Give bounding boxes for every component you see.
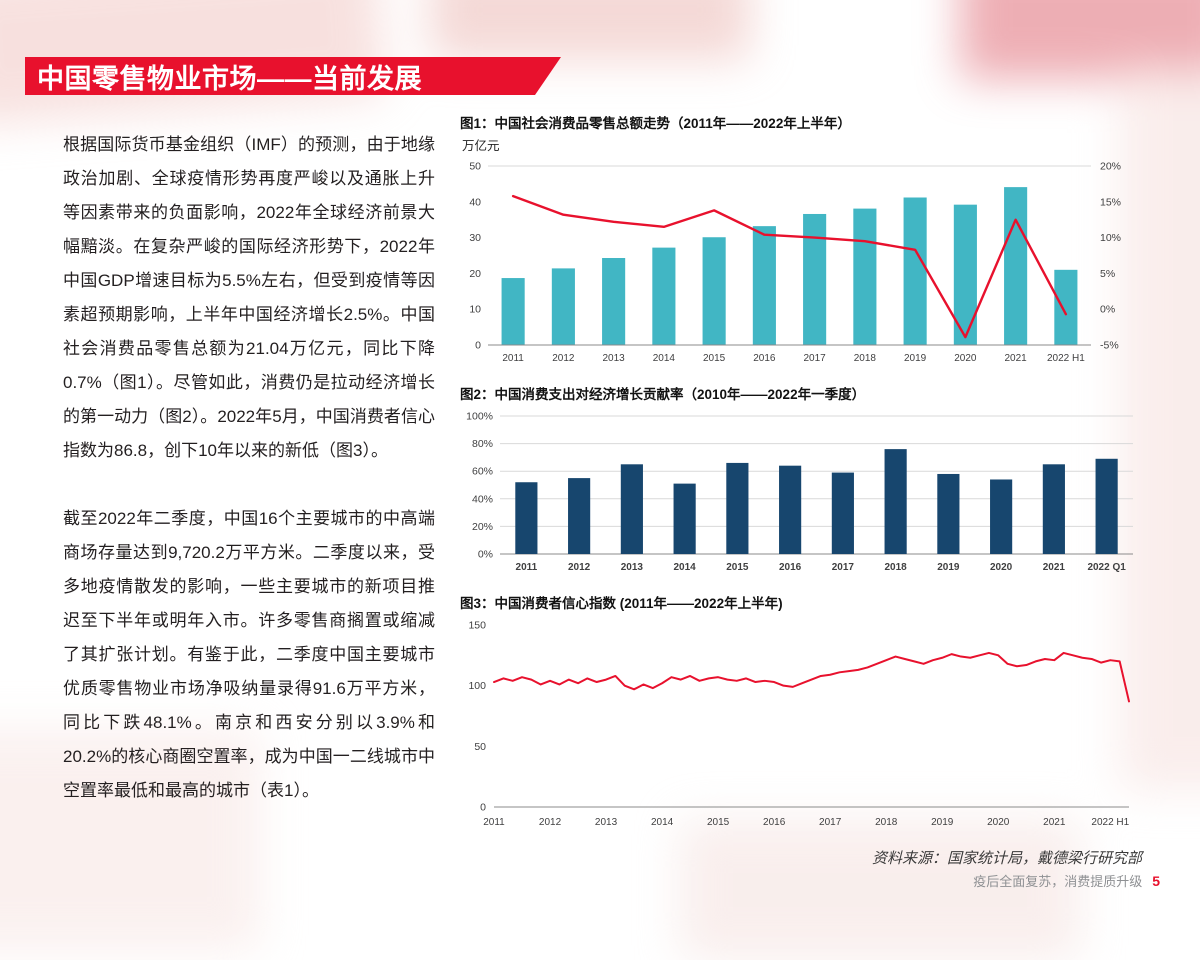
figure-3-chart: 0 50 100 150 2011 2012 2013 2014 2015 2016 2017 201…: [468, 620, 1130, 828]
svg-text:2022 Q1: 2022 Q1: [1087, 562, 1126, 573]
svg-text:2015: 2015: [726, 562, 749, 573]
svg-text:2021: 2021: [1005, 353, 1028, 364]
footer-page-number: 5: [1152, 873, 1160, 889]
svg-text:50: 50: [469, 161, 481, 173]
footer-tagline: 疫后全面复苏，消费提质升级: [973, 874, 1143, 889]
svg-text:2017: 2017: [832, 562, 855, 573]
body-text-column: 根据国际货币基金组织（IMF）的预测，由于地缘政治加剧、全球疫情形势再度严峻以及…: [63, 128, 435, 808]
svg-text:150: 150: [468, 620, 486, 632]
figure-2-title: 图2：中国消费支出对经济增长贡献率（2010年——2022年一季度）: [460, 387, 866, 402]
svg-text:2021: 2021: [1043, 562, 1066, 573]
svg-text:100%: 100%: [466, 411, 493, 423]
paragraph-1: 根据国际货币基金组织（IMF）的预测，由于地缘政治加剧、全球疫情形势再度严峻以及…: [63, 135, 435, 460]
svg-text:2011: 2011: [502, 353, 524, 364]
svg-text:2020: 2020: [954, 353, 977, 364]
svg-text:2013: 2013: [621, 562, 644, 573]
svg-text:2019: 2019: [937, 562, 960, 573]
source-note: 资料来源：国家统计局，戴德梁行研究部: [871, 850, 1142, 867]
svg-text:0%: 0%: [1100, 304, 1115, 316]
svg-text:50: 50: [474, 741, 486, 753]
svg-text:2011: 2011: [483, 817, 505, 828]
svg-text:2018: 2018: [854, 353, 877, 364]
svg-text:20%: 20%: [472, 521, 493, 533]
svg-text:0%: 0%: [478, 549, 493, 561]
svg-text:60%: 60%: [472, 466, 493, 478]
svg-text:2020: 2020: [987, 817, 1010, 828]
svg-text:40%: 40%: [472, 493, 493, 505]
svg-text:2014: 2014: [653, 353, 676, 364]
svg-text:2019: 2019: [931, 817, 954, 828]
svg-text:2018: 2018: [875, 817, 898, 828]
svg-text:20: 20: [469, 268, 481, 280]
svg-text:2020: 2020: [990, 562, 1013, 573]
background-blob: [430, 0, 750, 60]
svg-text:2011: 2011: [516, 562, 538, 573]
svg-text:2017: 2017: [804, 353, 827, 364]
svg-text:5%: 5%: [1100, 268, 1115, 280]
svg-text:2013: 2013: [595, 817, 618, 828]
svg-text:100: 100: [468, 680, 486, 692]
svg-text:2014: 2014: [651, 817, 674, 828]
figure-2-chart: 0% 20% 40% 60% 80% 100% 2011 2012 2013 2014 2015 20…: [466, 411, 1133, 573]
svg-text:2017: 2017: [819, 817, 842, 828]
svg-text:10: 10: [469, 304, 481, 316]
charts-column: 图1：中国社会消费品零售总额走势（2011年——2022年上半年） 万亿元 0 1…: [458, 112, 1148, 868]
figure-1-title: 图1：中国社会消费品零售总额走势（2011年——2022年上半年）: [460, 116, 851, 131]
svg-text:2018: 2018: [885, 562, 908, 573]
svg-text:10%: 10%: [1100, 232, 1121, 244]
figure-1-unit-label: 万亿元: [462, 139, 500, 153]
svg-text:2016: 2016: [779, 562, 802, 573]
svg-text:0: 0: [480, 802, 486, 814]
svg-text:2019: 2019: [904, 353, 927, 364]
paragraph-2: 截至2022年二季度，中国16个主要城市的中高端商场存量达到9,720.2万平方…: [63, 509, 435, 800]
svg-text:2016: 2016: [763, 817, 786, 828]
svg-text:40: 40: [469, 196, 481, 208]
svg-text:2022 H1: 2022 H1: [1047, 353, 1085, 364]
page-title: 中国零售物业市场——当前发展: [37, 63, 422, 94]
background-blob: [960, 0, 1200, 80]
svg-text:2016: 2016: [753, 353, 776, 364]
svg-text:2021: 2021: [1043, 817, 1066, 828]
svg-text:2012: 2012: [552, 353, 575, 364]
svg-text:2014: 2014: [674, 562, 697, 573]
figure-3: 图3：中国消费者信心指数 (2011年——2022年上半年) 0 50 100 150…: [458, 592, 1148, 833]
figure-1: 图1：中国社会消费品零售总额走势（2011年——2022年上半年） 万亿元 0 1…: [458, 112, 1148, 369]
svg-text:2012: 2012: [539, 817, 562, 828]
svg-text:20%: 20%: [1100, 161, 1121, 173]
svg-text:15%: 15%: [1100, 196, 1121, 208]
svg-text:2015: 2015: [707, 817, 730, 828]
figure-3-title: 图3：中国消费者信心指数 (2011年——2022年上半年): [460, 596, 783, 611]
svg-text:-5%: -5%: [1100, 340, 1119, 352]
svg-text:80%: 80%: [472, 438, 493, 450]
svg-text:2013: 2013: [603, 353, 626, 364]
page-header-banner: 中国零售物业市场——当前发展: [25, 57, 561, 95]
svg-text:2012: 2012: [568, 562, 591, 573]
svg-text:30: 30: [469, 232, 481, 244]
page-footer: 疫后全面复苏，消费提质升级 5: [973, 871, 1160, 890]
svg-text:0: 0: [475, 340, 481, 352]
figure-1-chart: 0 10 20 30 40 50 -5% 0% 5% 10% 15% 20% 2011 2012 2013 2…: [469, 161, 1121, 365]
svg-text:2022 H1: 2022 H1: [1091, 817, 1129, 828]
svg-text:2015: 2015: [703, 353, 726, 364]
figure-2: 图2：中国消费支出对经济增长贡献率（2010年——2022年一季度） 0% 20%…: [458, 383, 1148, 578]
